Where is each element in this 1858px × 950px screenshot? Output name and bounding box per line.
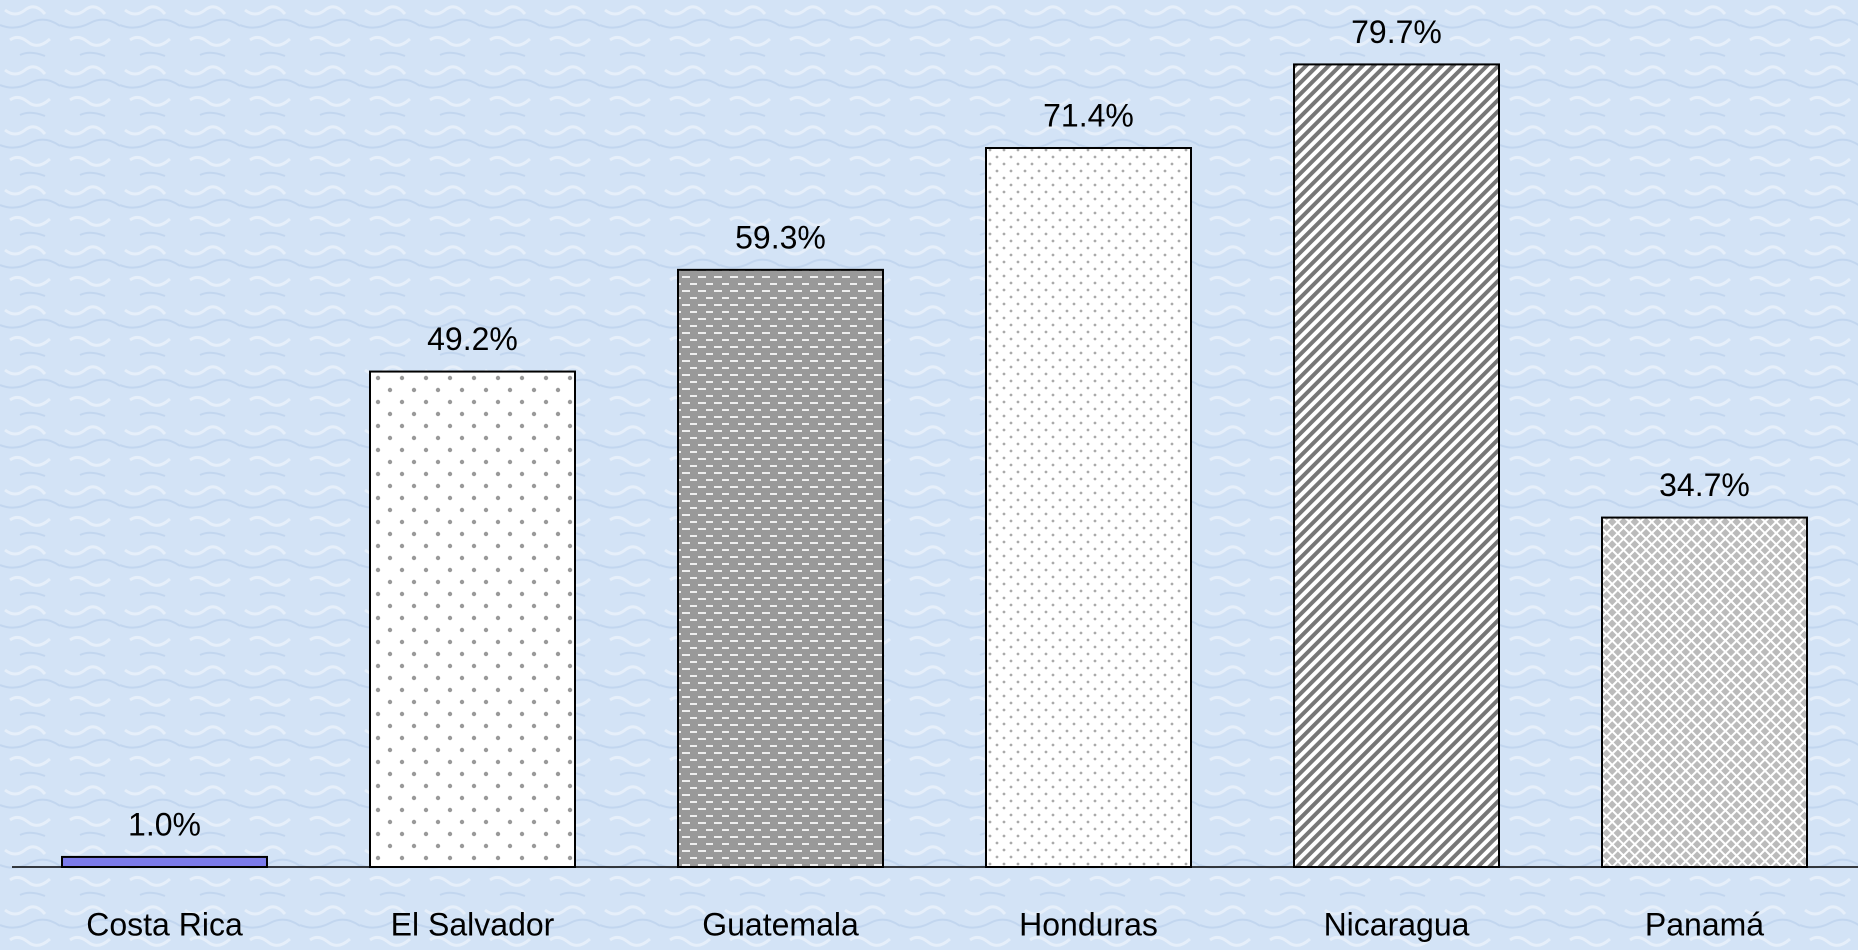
value-label: 71.4% bbox=[1043, 97, 1134, 133]
x-tick-label: Nicaragua bbox=[1324, 906, 1470, 942]
x-tick-label: Costa Rica bbox=[86, 906, 243, 942]
bar bbox=[1601, 516, 1808, 868]
value-label: 1.0% bbox=[128, 806, 201, 842]
x-tick-label: El Salvador bbox=[391, 906, 555, 942]
bar bbox=[677, 268, 884, 868]
value-label: 79.7% bbox=[1351, 14, 1442, 50]
x-tick-label: Honduras bbox=[1019, 906, 1158, 942]
value-label: 34.7% bbox=[1659, 467, 1750, 503]
value-label: 49.2% bbox=[427, 321, 518, 357]
bar bbox=[61, 855, 268, 868]
x-tick-label: Guatemala bbox=[702, 906, 859, 942]
bar bbox=[985, 147, 1192, 868]
bar bbox=[369, 370, 576, 868]
bar bbox=[1293, 63, 1500, 868]
x-tick-label: Panamá bbox=[1645, 906, 1764, 942]
value-label: 59.3% bbox=[735, 219, 826, 255]
